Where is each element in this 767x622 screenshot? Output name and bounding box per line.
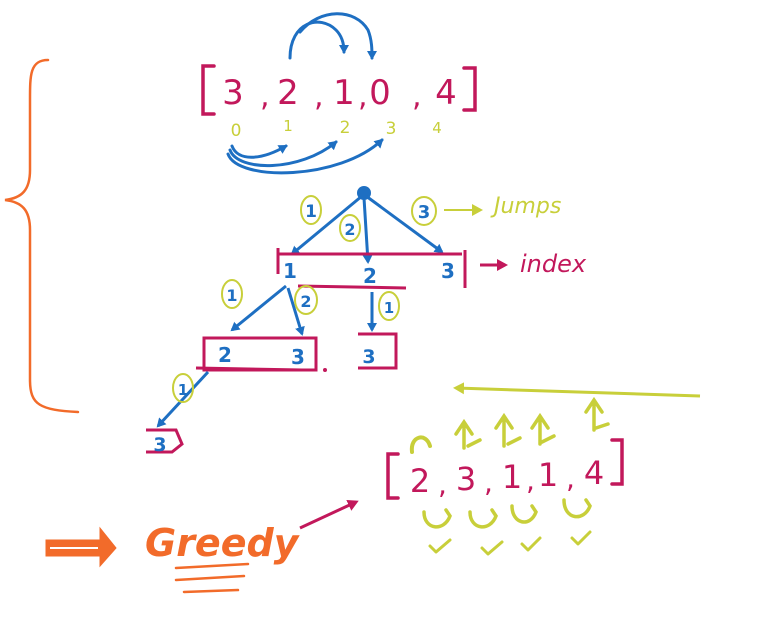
curly-brace xyxy=(4,58,80,414)
reach-loop-icon xyxy=(468,508,498,529)
small-arrow-icon xyxy=(409,435,432,454)
deep-leaf-value: 3 xyxy=(153,434,166,456)
greedy-array-value: 2 xyxy=(410,462,430,500)
level1-index: 2 xyxy=(363,264,377,288)
top-array-index: 1 xyxy=(283,117,293,135)
level2-index: 2 xyxy=(218,343,232,367)
top-array-value: 0 xyxy=(369,73,391,113)
check-icon xyxy=(428,538,452,554)
level1-index: 1 xyxy=(283,259,297,283)
decision-tree: 1 2 3 Jumps 1 2 3 index 1 2 1 3 xyxy=(146,186,587,456)
level2-underline xyxy=(195,366,303,372)
top-array-index: 4 xyxy=(432,119,442,137)
left-branch-weight: 2 xyxy=(300,292,311,311)
top-array-index: 3 xyxy=(386,119,397,139)
level1-index: 3 xyxy=(441,259,455,283)
jump-arrow-over-1 xyxy=(288,20,349,60)
small-arrow-icon xyxy=(530,412,556,446)
top-array-value: 1 xyxy=(333,73,355,113)
small-arrow-icon xyxy=(584,396,610,432)
top-array-comma: , xyxy=(314,79,324,114)
backward-scan-arrow xyxy=(453,382,701,398)
stray-dot xyxy=(323,368,327,372)
mid-leaf-box xyxy=(358,332,398,370)
mid-branch-weight: 1 xyxy=(384,299,394,317)
greedy-underline xyxy=(174,562,250,594)
reach-loop-icon xyxy=(562,498,592,519)
greedy-array-value: 1 xyxy=(538,456,558,494)
level2-index: 3 xyxy=(291,345,305,369)
jump-weight: 2 xyxy=(344,220,355,239)
check-icon xyxy=(570,530,592,546)
top-array-value: 3 xyxy=(222,73,244,113)
greedy-array-right-bracket xyxy=(610,438,624,486)
tree-edge xyxy=(290,194,363,256)
top-array-left-bracket xyxy=(201,64,216,116)
weight-circle xyxy=(339,214,361,242)
top-array-index: 2 xyxy=(340,118,351,138)
jumps-label: Jumps xyxy=(490,194,561,219)
weight-circle xyxy=(221,279,243,309)
weight-circle xyxy=(378,291,400,321)
top-array-comma: , xyxy=(260,79,270,114)
weight-circle xyxy=(411,196,437,226)
index-label: index xyxy=(520,250,587,278)
left-branch-weight: 1 xyxy=(226,286,237,305)
top-array-comma: , xyxy=(358,79,368,114)
greedy-array-comma: , xyxy=(526,464,535,497)
jump-arrow-under-1 xyxy=(230,144,288,159)
reach-loop-icon xyxy=(510,504,538,524)
check-icon xyxy=(520,536,542,552)
small-arrow-icon xyxy=(454,418,482,450)
greedy-array-comma: , xyxy=(438,468,447,501)
reach-loop-icon xyxy=(422,508,452,529)
greedy-to-array-arrow xyxy=(299,499,359,530)
top-array-index: 0 xyxy=(231,121,242,141)
small-arrow-icon xyxy=(494,412,522,448)
jump-arrow-under-3 xyxy=(226,138,384,175)
weight-circle xyxy=(300,195,322,225)
tree-edge xyxy=(230,284,287,332)
level1-underline xyxy=(297,284,407,290)
jump-arrow-under-2 xyxy=(228,140,338,167)
greedy-label: Greedy xyxy=(145,521,301,565)
top-array: 3 , 2 , 1 , 0 , 4 0 1 2 3 4 xyxy=(201,64,477,141)
jump-weight: 1 xyxy=(305,202,317,222)
top-array-comma: , xyxy=(412,79,422,114)
jump-weight: 3 xyxy=(418,202,431,223)
greedy-array-comma: , xyxy=(566,462,575,495)
weight-circle xyxy=(294,285,318,315)
greedy-array-comma: , xyxy=(484,466,493,499)
greedy-array-value: 3 xyxy=(456,460,476,498)
tree-edge xyxy=(156,370,210,428)
deep-branch-weight: 1 xyxy=(178,381,188,399)
greedy-section: Greedy 2 , 3 , 1 , 1 , 4 xyxy=(45,382,701,594)
greedy-array-value: 4 xyxy=(584,454,604,492)
top-array-right-bracket xyxy=(462,66,477,112)
tree-edge xyxy=(286,287,305,336)
greedy-array-value: 1 xyxy=(502,458,522,496)
tree-edge xyxy=(365,194,444,254)
top-array-value: 4 xyxy=(435,73,457,113)
top-array-value: 2 xyxy=(277,73,299,113)
deep-leaf-box xyxy=(146,428,184,454)
check-icon xyxy=(480,540,504,556)
tree-edge xyxy=(362,197,373,264)
mid-leaf-value: 3 xyxy=(362,346,375,368)
greedy-array-left-bracket xyxy=(386,452,400,500)
weight-circle xyxy=(172,373,194,403)
jump-arrow-over-2 xyxy=(298,12,377,60)
